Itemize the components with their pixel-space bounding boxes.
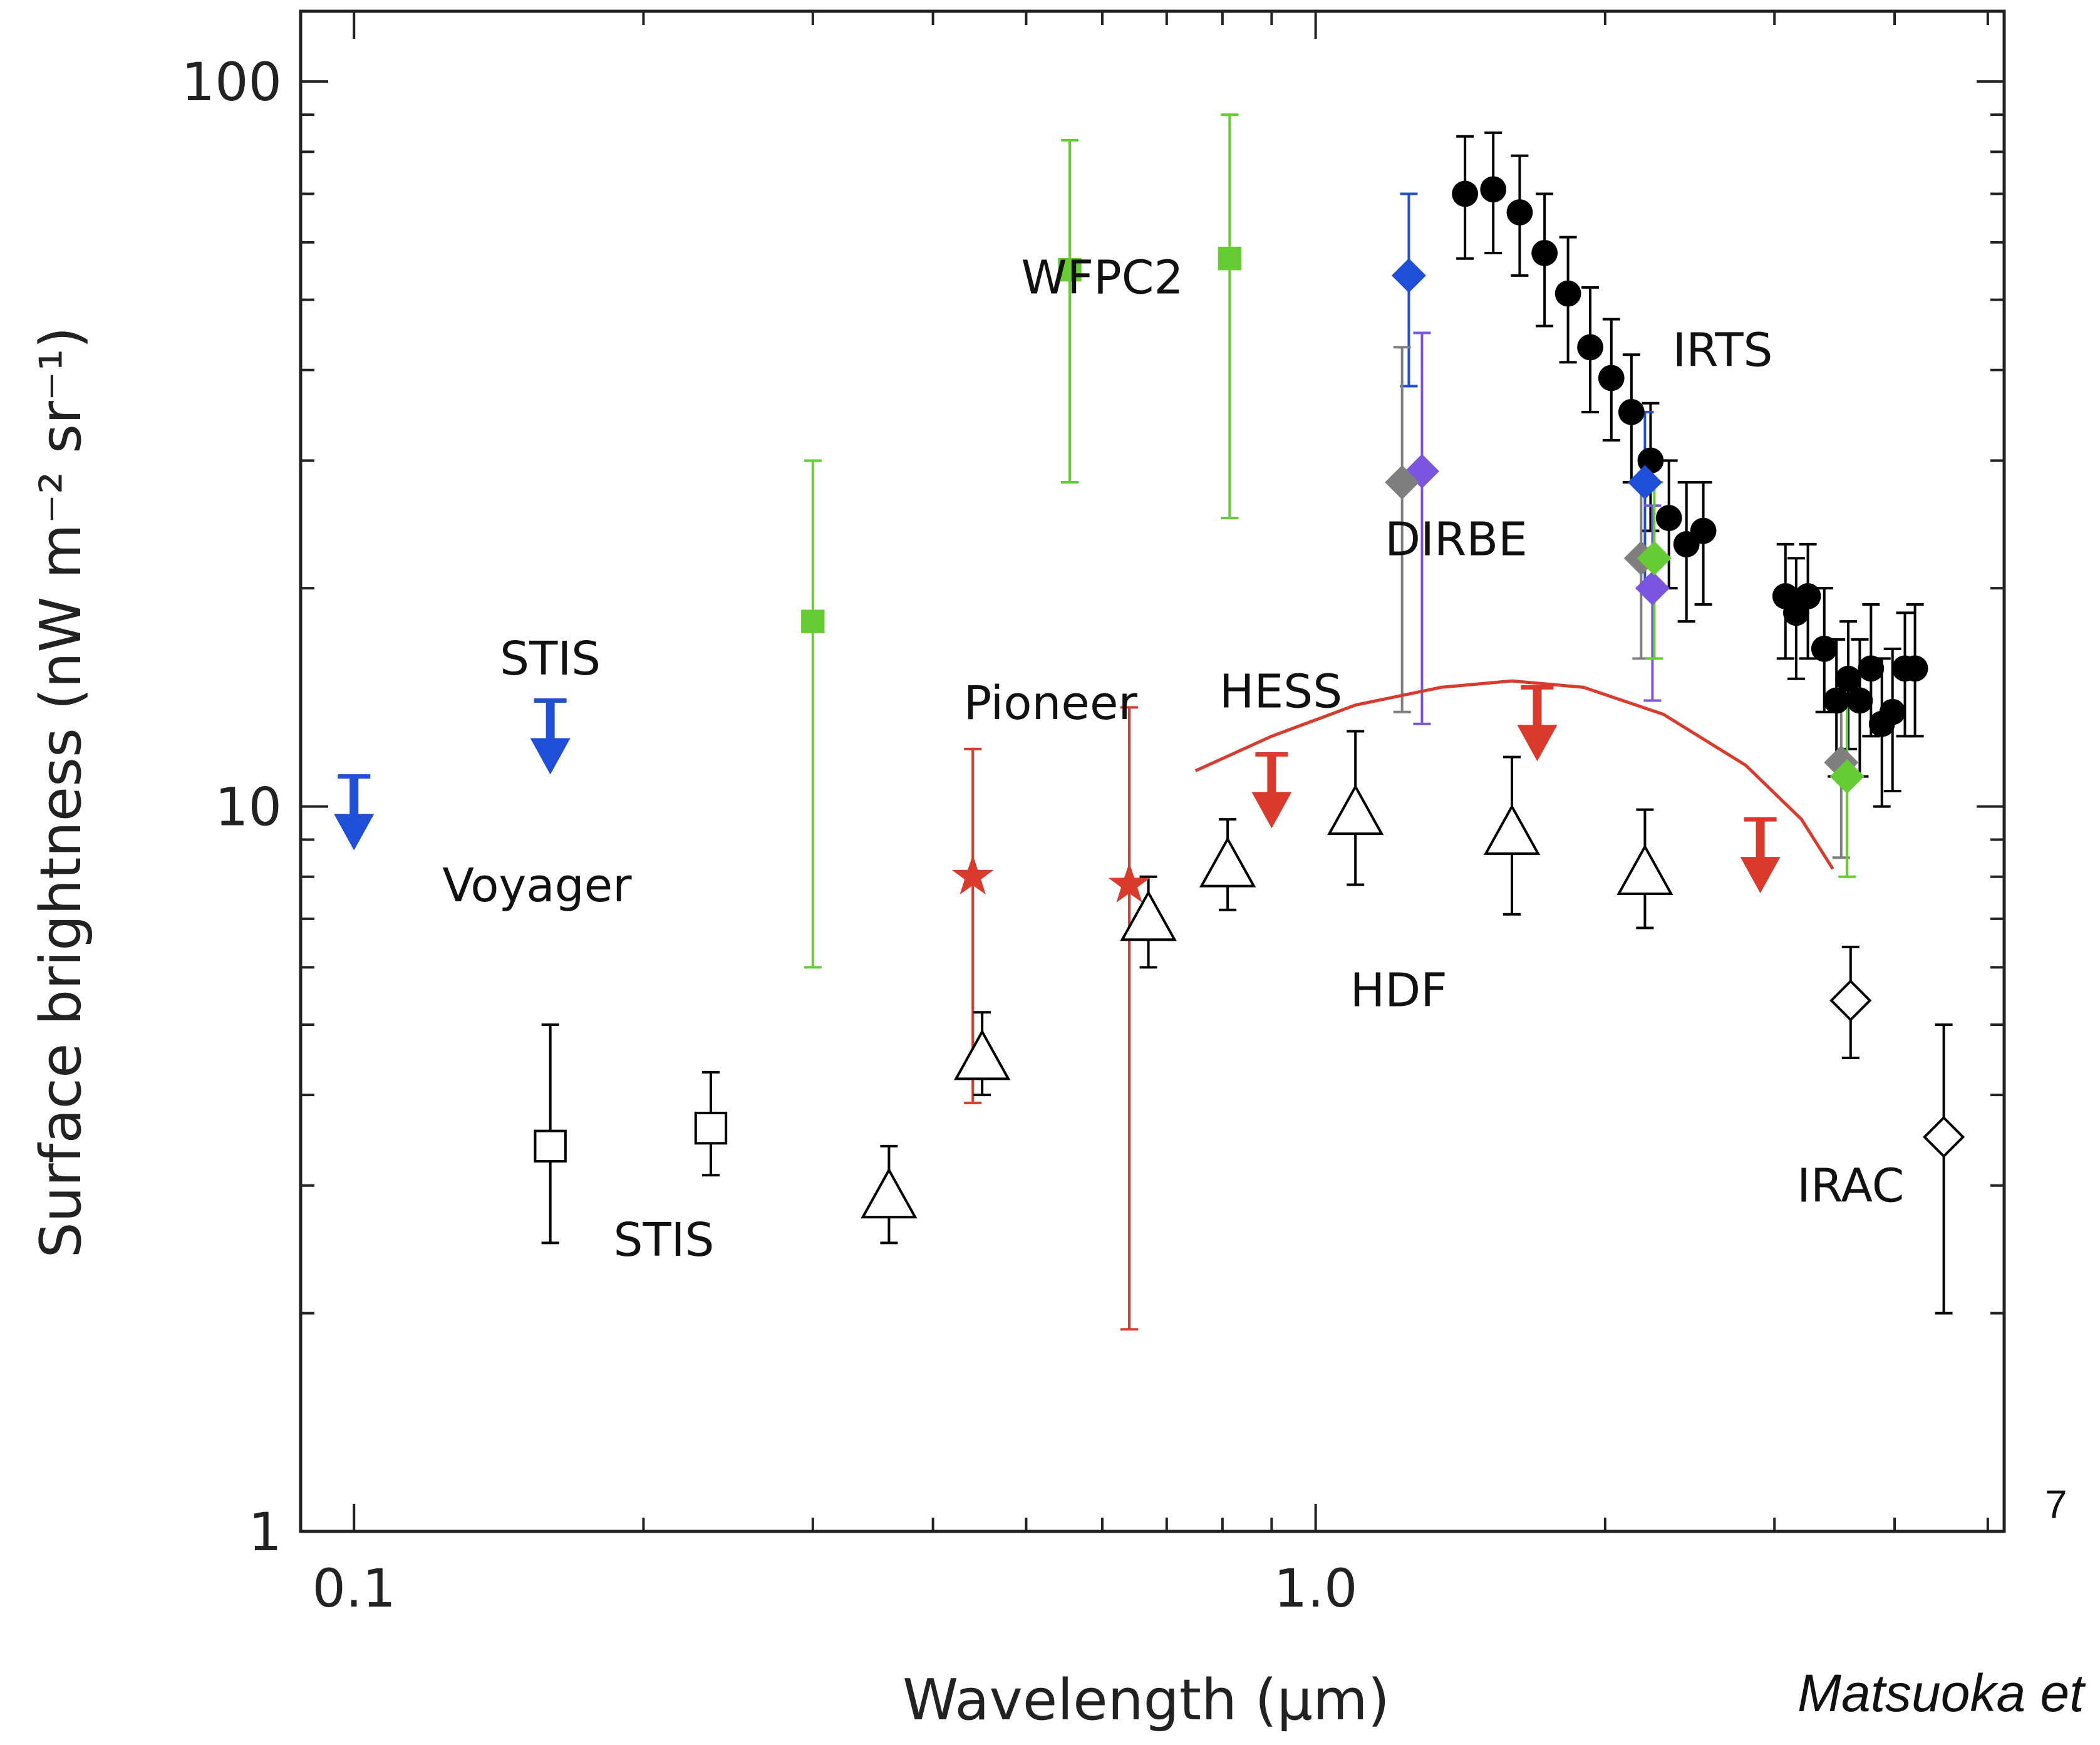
label-hess: HESS: [1219, 665, 1342, 718]
pioneer-point: [1108, 862, 1151, 903]
hess-curve-layer: [1194, 679, 1834, 870]
dirbe-point: [1627, 465, 1662, 500]
irts-point: [1598, 365, 1625, 391]
irts-point: [1577, 334, 1603, 361]
hdf-point: [1483, 804, 1541, 855]
dirbe-point: [1637, 541, 1672, 576]
stis-upper-limit: [530, 698, 571, 775]
irac-point: [1922, 1116, 1965, 1158]
pioneer-point: [951, 854, 994, 895]
irts-point: [1655, 505, 1682, 531]
label-hdf: HDF: [1350, 964, 1447, 1018]
hess-upper-limit-head: [1517, 725, 1558, 762]
irts-point: [1794, 583, 1821, 609]
voyager-upper-limit: [334, 774, 375, 851]
hess-upper-limit-head: [1740, 857, 1781, 894]
hdf-point: [1327, 784, 1384, 836]
label-pioneer: Pioneer: [964, 676, 1138, 730]
hess-upper-limit: [1251, 752, 1292, 829]
error-bars: [541, 113, 1953, 1331]
annotations: WFPC2 IRTS DIRBE STIS Pioneer HESS Voyager HDF S…: [442, 251, 1904, 1267]
irts-point: [1901, 655, 1928, 682]
irts-point: [1531, 240, 1558, 266]
irts-point: [1823, 687, 1850, 714]
stis-point: [694, 1111, 728, 1145]
y-axis-title: Surface brightness (nW m⁻² sr⁻¹): [28, 326, 94, 1258]
label-irts: IRTS: [1672, 324, 1772, 378]
irts-point: [1506, 199, 1533, 225]
y-tick-label: 1: [249, 1501, 282, 1563]
hdf-point: [1616, 844, 1673, 895]
axes: 0.1 1.0 1 10 100: [182, 9, 2006, 1619]
hess-upper-limit: [1517, 685, 1558, 762]
stis-upper-limit-head: [530, 738, 571, 775]
label-stis: STIS: [613, 1213, 714, 1267]
stis-point: [534, 1129, 567, 1163]
x-tick-label: 1.0: [1274, 1558, 1358, 1619]
irac-point: [1829, 979, 1872, 1022]
page-number: 7: [2045, 1482, 2067, 1527]
dirbe-point: [1829, 759, 1865, 794]
plot-frame: [299, 9, 2006, 1533]
x-axis-title: Wavelength (μm): [903, 1667, 1390, 1733]
dirbe-point: [1391, 258, 1426, 293]
irts-point: [1858, 655, 1885, 682]
wfpc2-point: [1058, 257, 1082, 282]
hdf-point: [953, 1029, 1011, 1080]
hdf-point: [1120, 889, 1177, 941]
wfpc2-point: [1218, 247, 1242, 271]
data-markers: [334, 176, 1965, 1219]
citation-credit: Matsuoka et: [1797, 1664, 2084, 1722]
voyager-upper-limit-head: [334, 814, 375, 851]
label-irac: IRAC: [1797, 1159, 1904, 1213]
irts-point: [1846, 687, 1873, 714]
irts-point: [1835, 665, 1861, 692]
label-wfpc2: WFPC2: [1021, 251, 1183, 305]
irts-point: [1879, 698, 1906, 725]
irts-point: [1554, 280, 1581, 307]
irts-point: [1811, 635, 1838, 662]
hess-upper-limit: [1740, 817, 1781, 894]
hdf-point: [861, 1167, 918, 1219]
hdf-point: [1199, 836, 1256, 888]
irts-point: [1618, 398, 1645, 425]
irts-point: [1690, 517, 1717, 544]
label-voyager: Voyager: [442, 859, 632, 913]
label-stis: STIS: [500, 632, 601, 686]
y-tick-label: 10: [215, 777, 282, 838]
x-tick-label: 0.1: [312, 1558, 396, 1619]
irts-point: [1480, 176, 1507, 203]
irts-point: [1452, 180, 1479, 207]
wfpc2-point: [801, 609, 825, 633]
y-tick-label: 100: [182, 51, 282, 113]
dirbe-point: [1635, 571, 1670, 606]
label-dirbe: DIRBE: [1385, 513, 1528, 567]
hess-upper-limit-head: [1251, 792, 1292, 829]
dirbe-point: [1385, 465, 1420, 500]
hess-curve: [1194, 679, 1834, 870]
